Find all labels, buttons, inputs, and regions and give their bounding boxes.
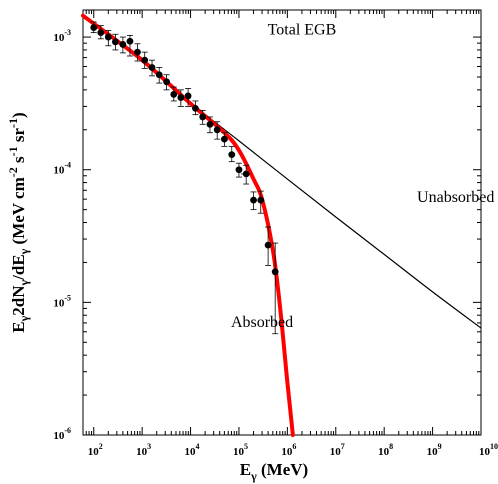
data-marker: [170, 90, 178, 98]
data-marker: [184, 92, 192, 100]
data-marker: [199, 113, 207, 121]
annotation: Total EGB: [268, 21, 337, 38]
data-point: [90, 21, 98, 34]
x-tick-label: 103: [136, 442, 151, 458]
data-point: [250, 191, 257, 211]
data-point: [184, 88, 192, 107]
data-marker: [257, 196, 265, 204]
data-marker: [228, 151, 236, 159]
data-marker: [119, 41, 127, 48]
x-tick-label: 1010: [479, 442, 498, 458]
data-marker: [206, 120, 214, 128]
data-marker: [148, 64, 156, 71]
x-tick-label: 104: [185, 442, 200, 458]
data-point: [271, 242, 279, 335]
data-point: [126, 34, 134, 57]
y-tick-label: 10-4: [53, 161, 71, 177]
data-marker: [264, 241, 272, 249]
data-point: [220, 132, 228, 147]
data-point: [192, 100, 199, 116]
data-marker: [192, 104, 199, 112]
data-marker: [104, 33, 112, 41]
annotation: Unabsorbed: [417, 189, 494, 206]
data-marker: [163, 78, 170, 86]
absorbed-curve: [81, 13, 295, 437]
data-marker: [213, 126, 221, 134]
x-tick-label: 105: [233, 442, 248, 458]
axis-ticks: [82, 10, 482, 436]
data-point: [155, 67, 163, 84]
data-marker: [97, 29, 105, 37]
x-tick-label: 107: [330, 442, 345, 458]
data-marker: [111, 38, 119, 46]
plot-frame: [82, 9, 482, 436]
y-tick-label: 10-5: [53, 293, 71, 309]
data-point: [257, 190, 265, 214]
data-marker: [126, 37, 134, 45]
y-axis-label: Eγ2dNγ/dEγ (MeV cm-2 s-1 sr-1): [6, 112, 31, 332]
data-marker: [134, 48, 141, 56]
data-point: [104, 30, 112, 47]
annotations: Total EGB Unabsorbed Absorbed: [231, 21, 494, 331]
annotation: Absorbed: [231, 314, 293, 331]
data-marker: [235, 166, 243, 174]
data-point: [213, 121, 221, 140]
y-tick-label: 10-3: [53, 28, 71, 44]
data-point: [119, 36, 127, 54]
data-point: [199, 110, 207, 125]
x-tick-label: 109: [427, 442, 442, 458]
data-point: [148, 59, 156, 77]
data-point: [163, 74, 170, 91]
data-point: [97, 25, 105, 40]
x-axis-label: Eγ (MeV): [240, 460, 308, 483]
data-points: [90, 21, 279, 335]
data-marker: [90, 24, 98, 31]
data-point: [264, 226, 272, 266]
data-point: [206, 116, 214, 134]
data-point: [170, 86, 178, 102]
data-marker: [177, 94, 185, 101]
data-marker: [155, 71, 163, 79]
data-point: [235, 162, 243, 178]
x-tick-label: 106: [281, 442, 296, 458]
model-curves: [81, 13, 482, 437]
data-point: [228, 145, 236, 163]
data-marker: [271, 268, 279, 276]
data-marker: [141, 56, 149, 64]
data-point: [141, 51, 149, 69]
data-point: [134, 43, 141, 62]
data-marker: [220, 135, 228, 143]
tick-labels: 102 103 104 105 106 107 108 109 1010 10-3 10-4 10-5…: [53, 28, 498, 458]
data-point: [177, 89, 185, 107]
y-tick-label: 10-6: [53, 426, 71, 442]
x-tick-label: 102: [88, 442, 103, 458]
data-point: [111, 33, 119, 51]
x-tick-label: 108: [378, 442, 393, 458]
